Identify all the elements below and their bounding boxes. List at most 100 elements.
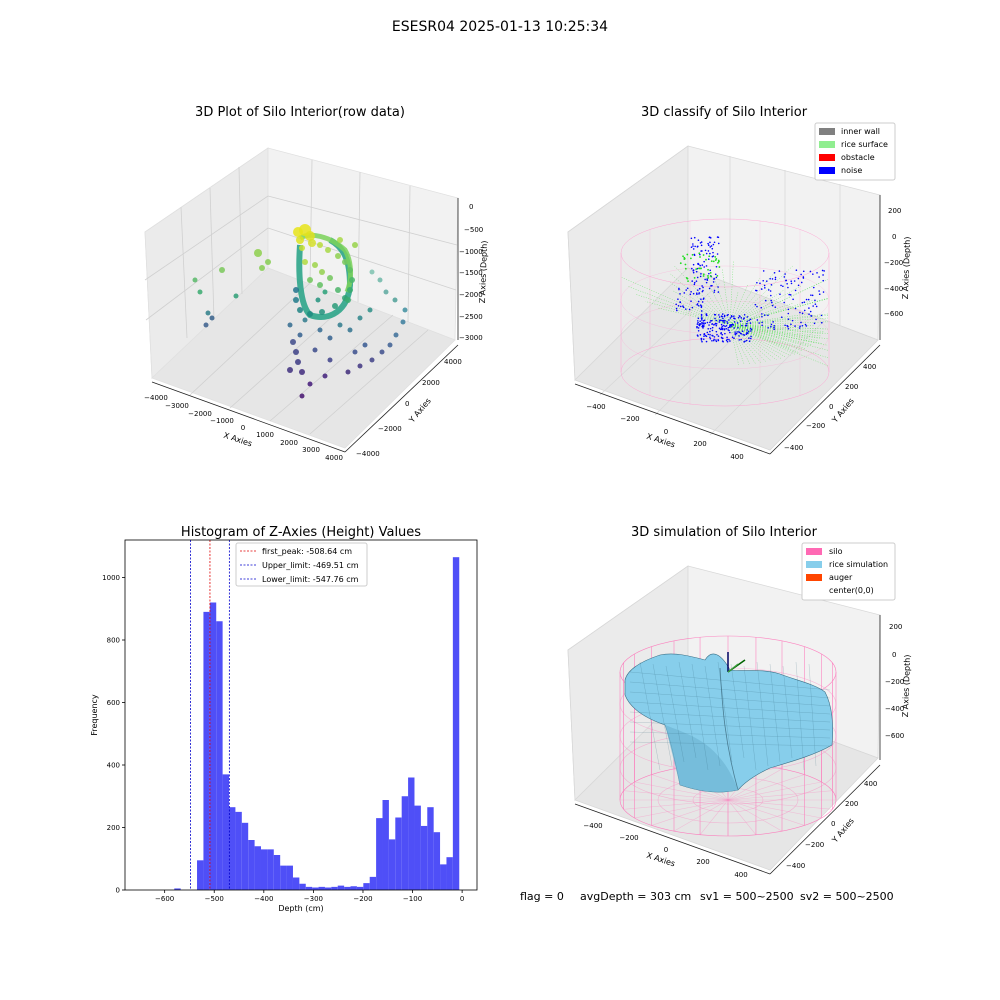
raw-ztick: −2500 [459,313,483,321]
classify-noise-point [699,275,702,278]
classify-noise-point [697,317,700,320]
classify-noise-point [700,337,703,340]
classify-noise-point [726,321,728,323]
classify-noise-point [703,319,706,322]
raw-zlabel: Z Axies (Depth) [478,240,489,303]
raw-point [317,282,323,288]
classify-surface-ray [713,276,731,326]
classify-noise-point [702,286,704,289]
classify-title: 3D classify of Silo Interior [641,105,808,120]
classify-noise-point [718,321,721,323]
classify-noise-point [697,239,700,242]
raw-point [203,322,209,328]
hist-xtick-label: 0 [460,895,464,903]
classify-noise-point [769,277,771,280]
hist-bar [376,818,383,890]
raw-point [335,287,341,293]
classify-rice-surface-rays [621,261,829,367]
raw-point [299,393,305,399]
classify-noise-point [711,255,714,258]
classify-obstacle-point [714,259,717,262]
classify-noise-point [711,323,714,325]
hist-bars [174,557,460,890]
classify-noise-point [683,292,686,294]
classify-noise-point [696,303,699,305]
classify-noise-point [770,299,772,302]
hist-bar [350,886,357,890]
classify-noise-point [700,313,703,316]
classify-noise-point [743,334,746,336]
classify-noise-point [761,313,763,315]
hist-xlabel: Depth (cm) [278,904,323,913]
sim-silo-floor-spoke [727,799,833,810]
classify-surface-ray [673,265,731,326]
raw-point [337,237,343,243]
classify-noise-point [724,328,726,330]
hist-xtick-label: −500 [205,895,224,903]
hist-bar [248,840,255,890]
classify-noise-point [761,321,763,324]
classify-zlabel: Z Axies (Depth) [901,236,912,299]
classify-noise-point [708,287,711,290]
classify-noise-point [685,289,688,291]
classify-noise-points [675,236,825,343]
classify-noise-point [730,325,733,327]
legend-swatch-inner-wall [819,128,835,135]
classify-noise-point [699,333,702,336]
classify-noise-point [728,329,730,332]
classify-noise-point [771,278,774,280]
classify-noise-point [676,309,678,312]
classify-noise-point [810,294,812,296]
classify-noise-point [800,321,802,324]
classify-noise-point [702,338,705,340]
classify-noise-point [756,281,758,284]
raw-ztick: −2000 [459,291,483,299]
classify-obstacle-point [702,254,705,256]
sim-silo-floor-spoke [727,799,822,819]
classify-noise-point [780,316,783,318]
classify-noise-point [711,339,713,342]
classify-noise-point [702,327,704,329]
classify-noise-point [682,305,684,307]
classify-noise-point [762,279,765,282]
raw-x-ticks: −4000 −3000 −2000 −1000 0 1000 2000 3000… [144,394,343,462]
classify-xtick: 0 [664,428,668,436]
classify-legend-frame [814,122,896,181]
raw-point [219,267,225,273]
classify-noise-point [773,328,775,331]
classify-noise-point [787,286,789,289]
classify-noise-point [686,287,689,290]
raw-ytick: 2000 [422,379,440,387]
classify-obstacle-point [717,261,719,264]
classify-xtick: −400 [586,403,605,411]
classify-noise-point [704,278,706,281]
classify-noise-point [729,331,731,334]
raw-point [392,297,398,303]
classify-ztick: 200 [888,207,901,215]
raw-xtick: 3000 [302,446,320,454]
sim-mesh-line [652,663,673,767]
raw-point [307,277,313,283]
classify-noise-point [718,327,721,330]
classify-noise-point [707,333,710,336]
raw-point [393,332,399,338]
classify-noise-point [732,324,735,326]
classify-noise-point [722,317,724,320]
hist-bar [337,885,345,890]
classify-noise-point [803,301,806,303]
hist-x-ticks: −600 −500 −400 −300 −200 −100 0 [155,890,464,903]
classify-noise-point [823,270,825,272]
sim-silo-floor-spoke [727,799,805,826]
panel-raw-data: 3D Plot of Silo Interior(row data) −4000… [144,105,489,462]
classify-obstacle-point [699,256,701,258]
classify-noise-point [787,318,790,320]
classify-obstacle-point [686,277,689,280]
sim-mesh-line [691,663,709,771]
classify-noise-point [691,306,694,309]
classify-obstacle-point [686,253,689,256]
classify-surface-ray [729,324,829,367]
classify-noise-point [745,339,748,342]
raw-point [297,332,303,338]
hist-bar [197,860,204,890]
classify-noise-point [715,265,718,268]
